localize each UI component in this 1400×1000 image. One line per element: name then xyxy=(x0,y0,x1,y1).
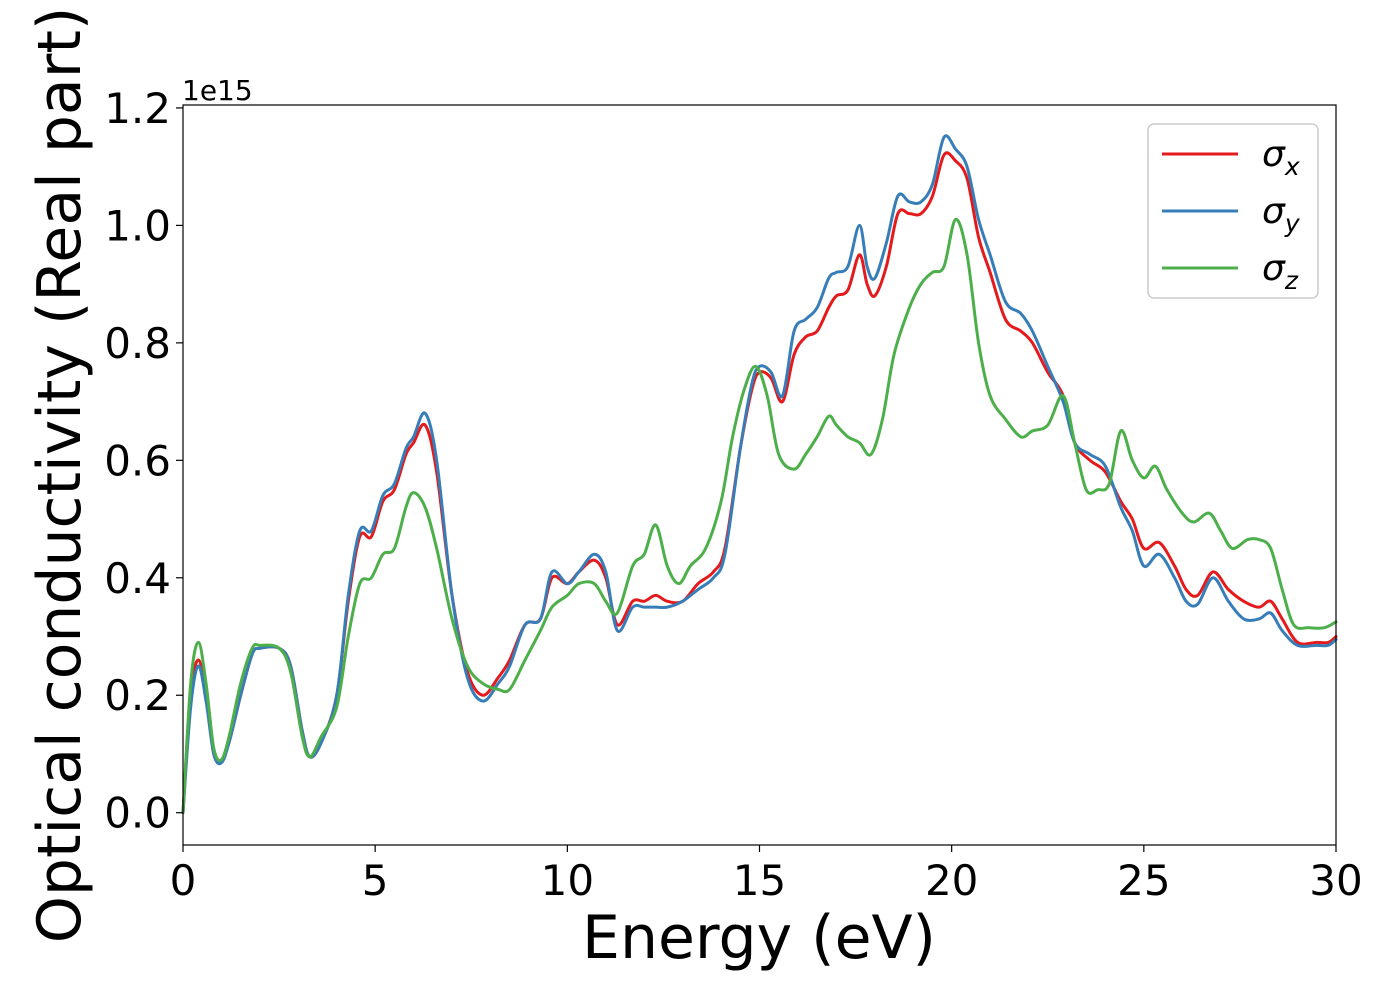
y-tick-label: 0.2 xyxy=(104,671,171,720)
y-tick-label: 0.8 xyxy=(104,319,171,368)
x-axis-label: Energy (eV) xyxy=(582,903,936,973)
legend-label-x: σx xyxy=(1262,134,1300,181)
series-layer xyxy=(181,134,1338,815)
y-tick-label: 1.0 xyxy=(104,201,171,250)
legend: σx σy σz xyxy=(1147,123,1319,299)
x-tick-label: 30 xyxy=(1309,856,1362,905)
y-tick-label: 1.2 xyxy=(104,84,171,133)
y-tick-label: 0.6 xyxy=(104,436,171,485)
x-tick-label: 0 xyxy=(170,856,197,905)
y-tick-label: 0.0 xyxy=(104,789,171,838)
y-tick-label: 0.4 xyxy=(104,554,171,603)
legend-label-y: σy xyxy=(1262,191,1301,238)
series-line-z xyxy=(181,218,1338,815)
x-tick-label: 10 xyxy=(541,856,594,905)
x-tick-label: 25 xyxy=(1117,856,1170,905)
y-axis-label: Optical conductivity (Real part) xyxy=(25,7,95,944)
y-offset-label: 1e15 xyxy=(182,74,253,107)
legend-label-z: σz xyxy=(1262,248,1299,295)
x-axis-ticks: 0 5 10 15 20 25 30 xyxy=(170,845,1363,905)
x-tick-label: 20 xyxy=(925,856,978,905)
series-line-y xyxy=(181,134,1338,815)
x-tick-label: 5 xyxy=(362,856,389,905)
y-axis-ticks: 0.0 0.2 0.4 0.6 0.8 1.0 1.2 xyxy=(104,84,183,838)
x-tick-label: 15 xyxy=(733,856,786,905)
